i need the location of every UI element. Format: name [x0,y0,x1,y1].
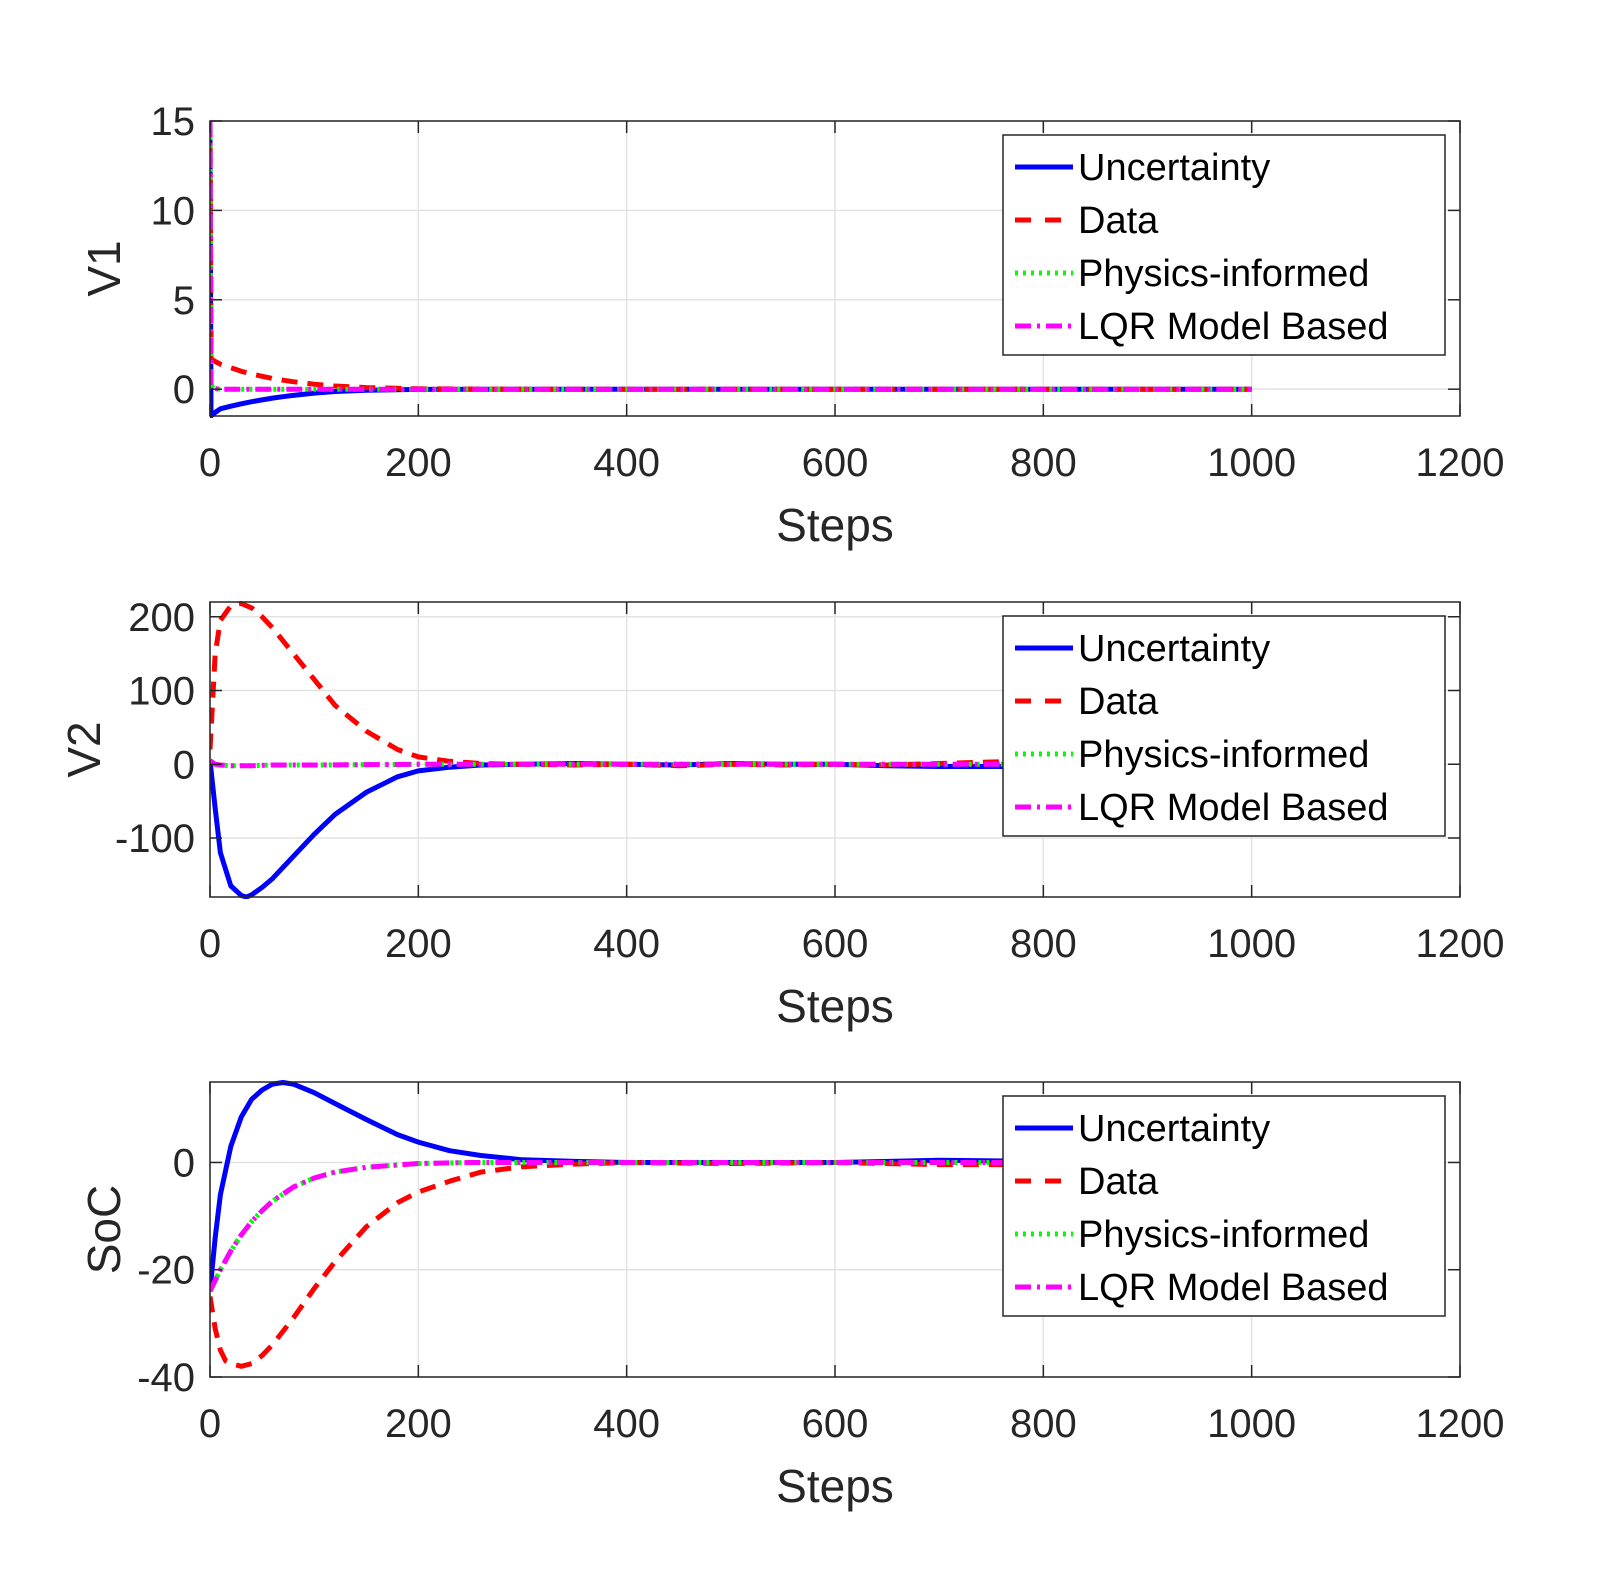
legend-label: Physics-informed [1078,734,1369,776]
x-tick-label: 800 [1010,922,1077,966]
legend-label: Physics-informed [1078,253,1369,295]
y-tick-label: -40 [137,1356,195,1400]
series-line-data [210,120,1252,392]
x-tick-label: 1200 [1416,441,1505,485]
x-tick-label: 400 [593,922,660,966]
y-tick-label: 200 [128,596,195,640]
series-group [210,120,1252,418]
legend-box [1002,615,1446,837]
x-tick-label: 1000 [1207,922,1296,966]
y-tick-label: 0 [173,1141,195,1185]
y-tick-label: 15 [151,100,196,144]
legend-label: LQR Model Based [1078,1267,1389,1309]
y-tick-label: 100 [128,670,195,714]
legend-label: Uncertainty [1078,147,1270,189]
x-tick-label: 0 [199,922,221,966]
series-group [210,1080,1252,1369]
x-tick-label: 200 [385,1402,452,1446]
x-tick-label: 200 [385,441,452,485]
x-tick-label: 0 [199,441,221,485]
legend-label: LQR Model Based [1078,787,1389,829]
x-tick-label: 400 [593,441,660,485]
x-tick-label: 1200 [1416,1402,1505,1446]
legend-label: Uncertainty [1078,1108,1270,1150]
y-tick-label: -100 [115,817,195,861]
legend-label: Uncertainty [1078,628,1270,670]
legend-box [1002,134,1446,356]
legend-label: Data [1078,681,1159,723]
x-tick-label: 600 [802,1402,869,1446]
x-tick-label: 0 [199,1402,221,1446]
y-axis-label: V2 [58,721,110,777]
legend-label: Data [1078,200,1159,242]
y-tick-label: 0 [173,743,195,787]
x-tick-label: 600 [802,441,869,485]
series-line-lqr-model-based [210,1160,1252,1293]
x-axis-label: Steps [776,499,894,551]
y-axis-label: V1 [78,240,130,296]
x-tick-label: 600 [802,922,869,966]
legend: Uncertainty Data Physics-informed LQR Model… [1002,615,1446,837]
x-tick-label: 400 [593,1402,660,1446]
x-axis-label: Steps [776,980,894,1032]
legend-label: Data [1078,1161,1159,1203]
x-tick-label: 800 [1010,1402,1077,1446]
y-axis-label: SoC [78,1185,130,1274]
y-tick-label: 10 [151,189,196,233]
legend-box [1002,1095,1446,1317]
x-tick-label: 1000 [1207,1402,1296,1446]
legend-label: LQR Model Based [1078,306,1389,348]
subplot-1: 0 200 400 600 800 1000 1200 0 5 10 15 Steps V1 Uncert… [78,100,1504,551]
x-tick-label: 1200 [1416,922,1505,966]
y-tick-label: 5 [173,279,195,323]
legend-label: Physics-informed [1078,1214,1369,1256]
legend: Uncertainty Data Physics-informed LQR Model… [1002,1095,1446,1317]
legend: Uncertainty Data Physics-informed LQR Model… [1002,134,1446,356]
x-tick-label: 200 [385,922,452,966]
subplot-2: 0 200 400 600 800 1000 1200 -100 0 100 200 Steps V2 U… [58,596,1504,1032]
y-tick-label: -20 [137,1249,195,1293]
series-line-lqr-model-based [210,120,1252,392]
x-tick-label: 800 [1010,441,1077,485]
x-tick-label: 1000 [1207,441,1296,485]
subplot-3: 0 200 400 600 800 1000 1200 -40 -20 0 Steps SoC Unce… [78,1080,1505,1512]
x-axis-label: Steps [776,1460,894,1512]
y-tick-label: 0 [173,368,195,412]
